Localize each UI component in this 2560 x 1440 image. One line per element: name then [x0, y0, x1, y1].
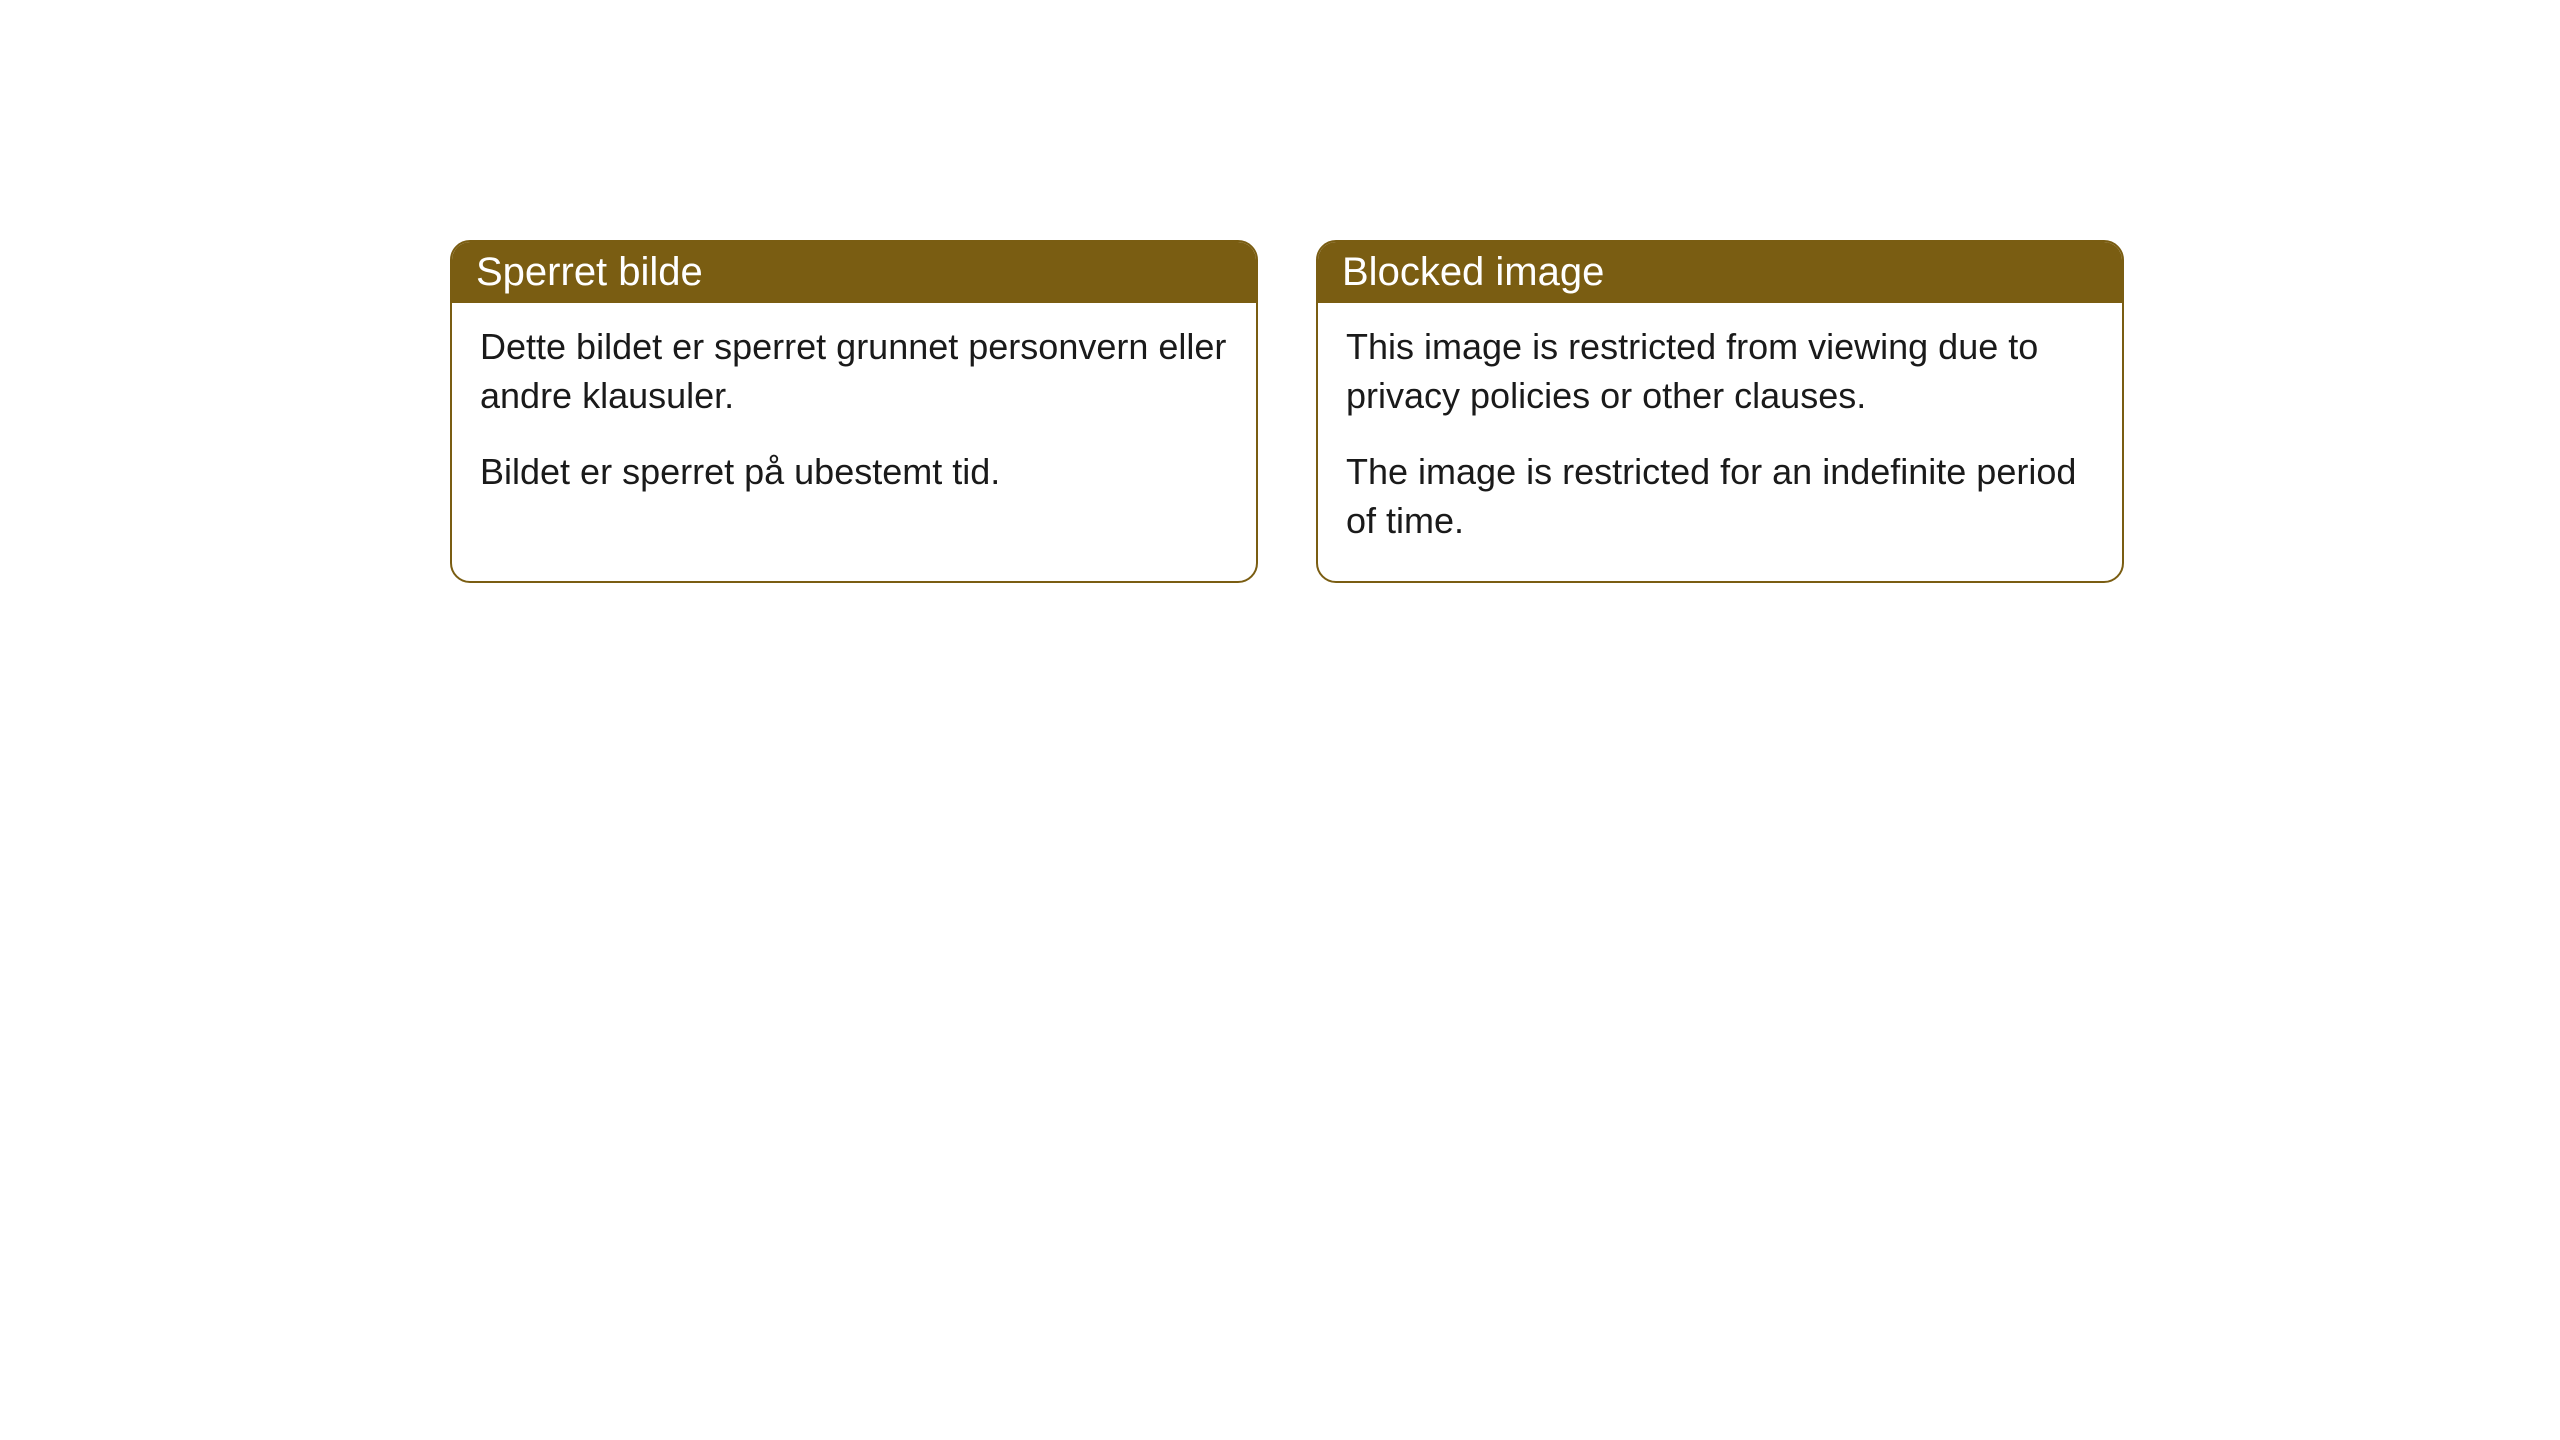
- card-paragraph: The image is restricted for an indefinit…: [1346, 448, 2094, 545]
- card-header: Sperret bilde: [452, 242, 1256, 303]
- notice-cards-container: Sperret bilde Dette bildet er sperret gr…: [450, 240, 2124, 583]
- card-title: Blocked image: [1342, 250, 1604, 294]
- card-paragraph: Dette bildet er sperret grunnet personve…: [480, 323, 1228, 420]
- card-header: Blocked image: [1318, 242, 2122, 303]
- blocked-image-card-no: Sperret bilde Dette bildet er sperret gr…: [450, 240, 1258, 583]
- blocked-image-card-en: Blocked image This image is restricted f…: [1316, 240, 2124, 583]
- card-body: Dette bildet er sperret grunnet personve…: [452, 303, 1256, 533]
- card-title: Sperret bilde: [476, 250, 703, 294]
- card-body: This image is restricted from viewing du…: [1318, 303, 2122, 581]
- card-paragraph: Bildet er sperret på ubestemt tid.: [480, 448, 1228, 497]
- card-paragraph: This image is restricted from viewing du…: [1346, 323, 2094, 420]
